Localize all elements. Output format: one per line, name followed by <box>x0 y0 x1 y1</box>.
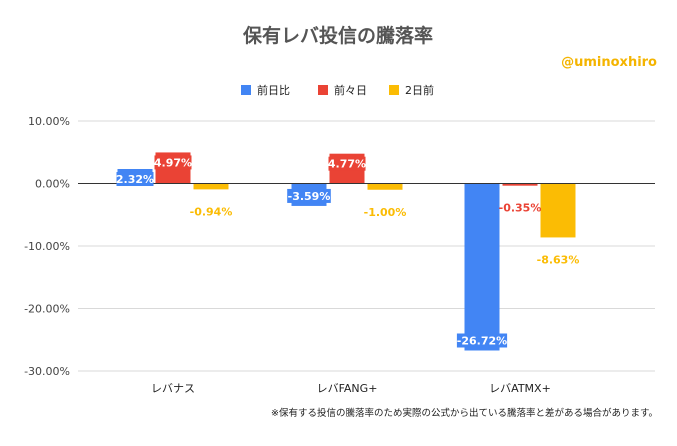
bar <box>193 183 229 190</box>
y-tick-label: -30.00% <box>24 365 70 378</box>
legend-swatch <box>318 85 328 95</box>
chart-title: 保有レバ投信の騰落率 <box>242 24 433 47</box>
bar <box>367 183 403 190</box>
legend-label: 2日前 <box>405 83 434 97</box>
bar <box>464 183 500 351</box>
data-label-bg <box>287 188 331 203</box>
data-label-bg <box>456 333 508 348</box>
legend-swatch <box>389 85 399 95</box>
legend-label: 前々日 <box>334 83 367 97</box>
legend: 前日比 前々日 2日前 <box>241 83 434 97</box>
data-label-bg <box>154 155 192 170</box>
x-category-label: レバATMX+ <box>489 382 551 395</box>
x-category-label: レバFANG+ <box>317 382 378 395</box>
author-credit: @uminoxhiro <box>561 55 657 70</box>
y-tick-label: -20.00% <box>24 303 70 316</box>
data-label: -0.94% <box>190 205 233 218</box>
data-label: 4.77% <box>328 158 366 171</box>
data-labels: 2.32%4.97% -0.94% -3.59% 4.77% -1.00% -26.72%… <box>116 155 580 348</box>
data-label-bg <box>328 156 366 171</box>
bar <box>540 183 576 238</box>
y-tick-label: -10.00% <box>24 240 70 253</box>
data-label: -0.35% <box>499 202 542 215</box>
data-label: -1.00% <box>364 206 407 219</box>
data-label-bg <box>116 172 154 186</box>
legend-label: 前日比 <box>257 83 290 97</box>
data-label: 4.97% <box>154 156 192 169</box>
data-label: -26.72% <box>457 335 507 348</box>
bars <box>78 152 655 351</box>
data-label: -8.63% <box>537 253 580 266</box>
y-axis-tick-labels: 10.00% 0.00% -10.00% -20.00% -30.00% <box>24 115 70 378</box>
y-tick-label: 0.00% <box>35 178 70 191</box>
data-label: 2.32% <box>116 173 154 186</box>
bar <box>502 183 538 186</box>
legend-swatch <box>241 85 251 95</box>
y-tick-label: 10.00% <box>28 115 70 128</box>
x-axis-category-labels: レバナス レバFANG+ レバATMX+ <box>151 382 551 395</box>
footnote: ※保有する投信の騰落率のため実際の公式から出ている騰落率と差がある場合があります… <box>271 407 658 419</box>
data-label: -3.59% <box>288 190 331 203</box>
x-category-label: レバナス <box>151 382 195 395</box>
